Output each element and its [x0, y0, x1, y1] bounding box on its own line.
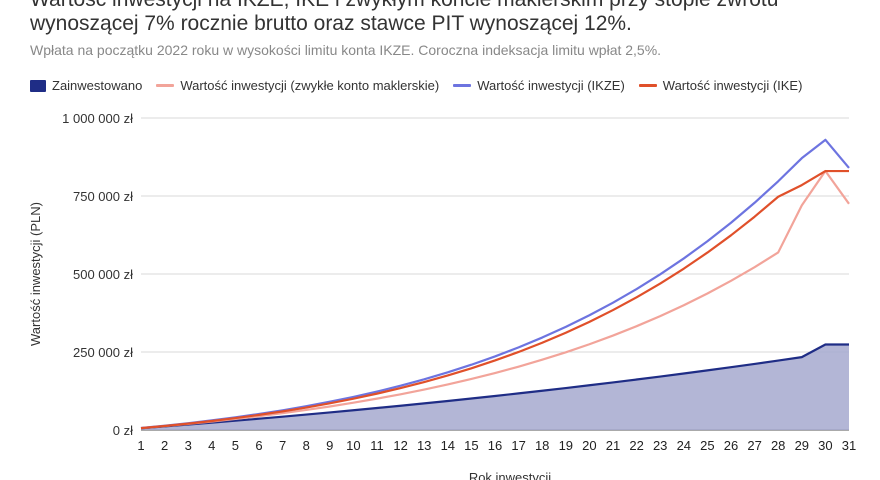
x-axis-label: Rok inwestycji: [469, 470, 551, 480]
legend-swatch-ike: [638, 84, 657, 87]
x-tick-label-14: 15: [464, 438, 478, 453]
x-tick-label-7: 8: [303, 438, 310, 453]
area-zainwestowano: [141, 344, 849, 430]
x-tick-label-16: 17: [511, 438, 525, 453]
line-ike: [140, 169, 849, 430]
x-tick-label-11: 12: [393, 438, 407, 453]
x-tick-label-3: 4: [208, 438, 215, 453]
y-tick-label-0: 0 zł: [113, 423, 133, 438]
legend-label-ike: Wartość inwestycji (IKE): [662, 78, 803, 93]
chart-legend: Zainwestowano Wartość inwestycji (zwykłe…: [30, 78, 802, 93]
x-tick-label-8: 9: [326, 438, 333, 453]
x-tick-label-20: 21: [606, 438, 620, 453]
y-axis-label: Wartość inwestycji (PLN): [28, 202, 43, 346]
legend-label-zwykle-konto: Wartość inwestycji (zwykłe konto maklers…: [180, 78, 440, 93]
x-tick-label-6: 7: [279, 438, 286, 453]
x-tick-label-27: 28: [771, 438, 785, 453]
x-tick-label-2: 3: [185, 438, 192, 453]
legend-label-ikze: Wartość inwestycji (IKZE): [477, 78, 625, 93]
x-tick-label-4: 5: [232, 438, 239, 453]
x-tick-label-19: 20: [582, 438, 596, 453]
x-tick-label-0: 1: [137, 438, 144, 453]
x-tick-label-12: 13: [417, 438, 431, 453]
chart-title: Wartość inwestycji na IKZE, IKE i zwykły…: [30, 0, 778, 35]
y-tick-label-3: 750 000 zł: [73, 189, 133, 204]
x-tick-label-18: 19: [559, 438, 573, 453]
x-tick-label-28: 29: [795, 438, 809, 453]
y-tick-label-1: 250 000 zł: [73, 345, 133, 360]
legend-item-ikze[interactable]: Wartość inwestycji (IKZE): [453, 78, 625, 93]
x-tick-label-30: 31: [842, 438, 856, 453]
line-zainwestowano: [140, 343, 849, 430]
x-tick-label-22: 23: [653, 438, 667, 453]
legend-item-zainwestowano[interactable]: Zainwestowano: [30, 78, 142, 93]
x-tick-label-17: 18: [535, 438, 549, 453]
x-tick-label-13: 14: [441, 438, 455, 453]
x-tick-label-24: 25: [700, 438, 714, 453]
x-tick-label-9: 10: [346, 438, 360, 453]
x-tick-label-23: 24: [677, 438, 691, 453]
y-tick-label-2: 500 000 zł: [73, 267, 133, 282]
x-tick-label-21: 22: [629, 438, 643, 453]
x-tick-label-29: 30: [818, 438, 832, 453]
x-tick-label-15: 16: [488, 438, 502, 453]
legend-swatch-zainwestowano: [30, 79, 46, 92]
legend-swatch-zwykle-konto: [156, 84, 175, 87]
legend-swatch-ikze: [453, 84, 472, 87]
legend-item-ike[interactable]: Wartość inwestycji (IKE): [638, 78, 803, 93]
x-tick-label-26: 27: [747, 438, 761, 453]
y-tick-label-4: 1 000 000 zł: [62, 111, 133, 126]
legend-label-zainwestowano: Zainwestowano: [52, 78, 143, 93]
x-tick-label-1: 2: [161, 438, 168, 453]
x-tick-label-10: 11: [370, 438, 384, 453]
chart-subtitle: Wpłata na początku 2022 roku w wysokości…: [30, 42, 662, 58]
legend-item-zwykle-konto[interactable]: Wartość inwestycji (zwykłe konto maklers…: [156, 78, 439, 93]
x-tick-label-25: 26: [724, 438, 738, 453]
line-zwykle-konto: [140, 169, 850, 430]
x-tick-label-5: 6: [255, 438, 262, 453]
